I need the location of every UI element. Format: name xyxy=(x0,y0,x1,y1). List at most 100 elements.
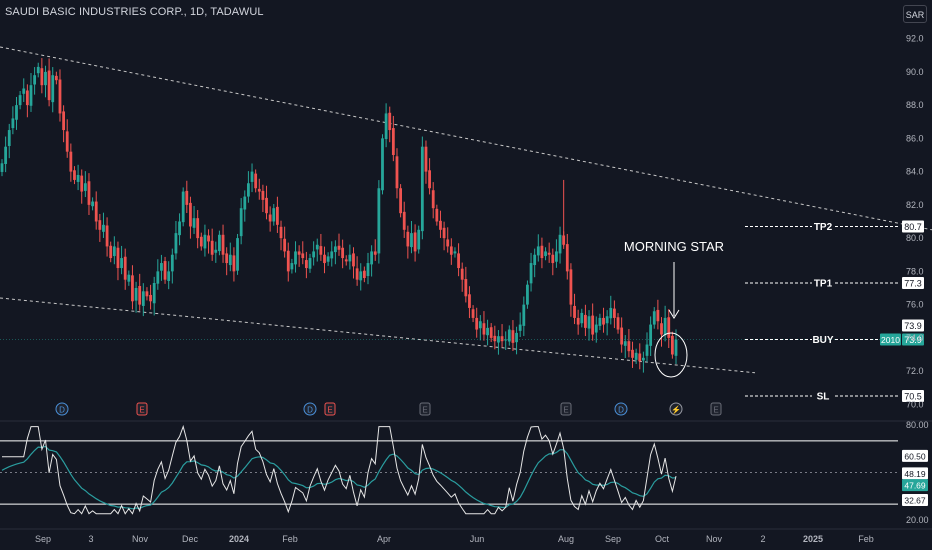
time-axis[interactable]: Sep 3 Nov Dec 2024 Feb Apr Jun Aug Sep Oct Nov 2 2025… xyxy=(0,528,932,544)
candle-body xyxy=(631,349,634,358)
candle-body xyxy=(145,291,149,297)
candle-body xyxy=(7,130,11,147)
candle-body xyxy=(424,146,428,172)
candle-body xyxy=(388,112,392,131)
candle-body xyxy=(29,85,33,106)
price-axis[interactable]: 92.0 90.0 88.0 86.0 84.0 82.0 80.0 78.0 76.0 74.0… xyxy=(906,34,924,410)
time-tick-label: Dec xyxy=(182,534,199,544)
pattern-label: MORNING STAR xyxy=(624,239,724,254)
candle-body xyxy=(18,95,22,106)
level-label: TP1 xyxy=(814,279,833,290)
time-tick-label: Feb xyxy=(858,534,874,544)
candle-body xyxy=(493,335,497,342)
candles xyxy=(0,58,898,373)
event-marker-text: E xyxy=(563,406,568,415)
candle-body xyxy=(439,220,442,230)
candle-body xyxy=(457,253,460,269)
price-tick-label: 72.0 xyxy=(906,366,924,376)
candle-body xyxy=(69,151,73,172)
time-tick-label: 3 xyxy=(88,534,93,544)
rsi-ma-line xyxy=(1,445,677,510)
candle-body xyxy=(286,250,290,272)
candle-body xyxy=(33,75,37,85)
rsi-value-badge xyxy=(902,493,928,506)
level-label: BUY xyxy=(812,335,833,346)
candle-body xyxy=(304,260,308,269)
candle-body xyxy=(381,138,384,191)
candle-body xyxy=(344,259,348,262)
rsi-value-badge xyxy=(902,467,928,480)
price-tick-label: 78.0 xyxy=(906,266,924,276)
event-marker-text: D xyxy=(618,406,624,415)
candle-body xyxy=(464,279,468,297)
candle-body xyxy=(460,268,464,280)
candle-body xyxy=(591,315,595,335)
candle-body xyxy=(377,188,381,254)
time-tick-label: Nov xyxy=(706,534,723,544)
event-marker xyxy=(419,402,431,416)
candle-body xyxy=(620,327,624,345)
candle-body xyxy=(94,201,98,222)
candle-body xyxy=(127,274,131,282)
candle-body xyxy=(533,254,537,266)
event-marker-text: E xyxy=(139,406,144,415)
candle-body xyxy=(362,270,366,279)
price-tick-label: 80.0 xyxy=(906,233,924,243)
rsi-tick-label: 20.00 xyxy=(906,515,929,525)
candle-body xyxy=(536,246,540,256)
candle-body xyxy=(272,208,276,222)
chart-title: SAUDI BASIC INDUSTRIES CORP., 1D, TADAWU… xyxy=(5,6,264,18)
time-tick-label: Aug xyxy=(558,534,574,544)
candle-body xyxy=(131,275,134,302)
candle-body xyxy=(366,263,370,277)
candle-body xyxy=(11,118,15,129)
price-tick-label: 70.0 xyxy=(906,399,924,409)
candle-body xyxy=(91,201,94,207)
time-tick-label: Sep xyxy=(35,534,51,544)
level-label: SL xyxy=(817,392,830,403)
price-tick-label: 84.0 xyxy=(906,167,924,177)
candle-body xyxy=(80,175,84,192)
candle-body xyxy=(573,305,576,318)
candle-body xyxy=(641,357,645,361)
candle-body xyxy=(406,231,410,247)
candle-body xyxy=(218,234,221,252)
price-badge xyxy=(902,319,924,332)
event-marker xyxy=(560,402,572,416)
candle-body xyxy=(239,208,243,237)
candle-body xyxy=(247,183,250,197)
candle-body xyxy=(384,113,388,140)
candle-body xyxy=(47,70,51,101)
candle-body xyxy=(333,246,337,253)
candle-body xyxy=(123,256,127,280)
candle-body xyxy=(134,287,138,301)
candle-body xyxy=(22,88,26,94)
candle-body xyxy=(196,218,200,239)
candle-body xyxy=(627,341,631,352)
candle-body xyxy=(609,307,613,319)
candle-body xyxy=(468,294,471,308)
candle-body xyxy=(584,314,587,328)
price-badge-text: 73.9 xyxy=(904,321,922,331)
candle-body xyxy=(547,252,551,255)
candle-body xyxy=(337,245,341,250)
candle-body xyxy=(565,244,569,272)
candle-body xyxy=(660,323,663,335)
price-tick-label: 90.0 xyxy=(906,67,924,77)
candle-body xyxy=(576,317,580,325)
event-marker-text: D xyxy=(307,406,313,415)
candle-body xyxy=(36,66,40,74)
candle-body xyxy=(500,336,504,342)
candle-body xyxy=(297,251,301,255)
candle-body xyxy=(15,105,18,120)
candle-body xyxy=(515,332,518,343)
event-marker xyxy=(55,402,69,416)
candle-body xyxy=(178,221,181,236)
candle-body xyxy=(486,327,489,336)
candle-body xyxy=(402,211,406,230)
pattern-annotation: MORNING STAR xyxy=(624,239,724,378)
rsi-line xyxy=(2,424,677,515)
currency-button[interactable]: SAR xyxy=(903,5,927,23)
candle-body xyxy=(156,271,160,284)
candle-body xyxy=(254,173,258,189)
